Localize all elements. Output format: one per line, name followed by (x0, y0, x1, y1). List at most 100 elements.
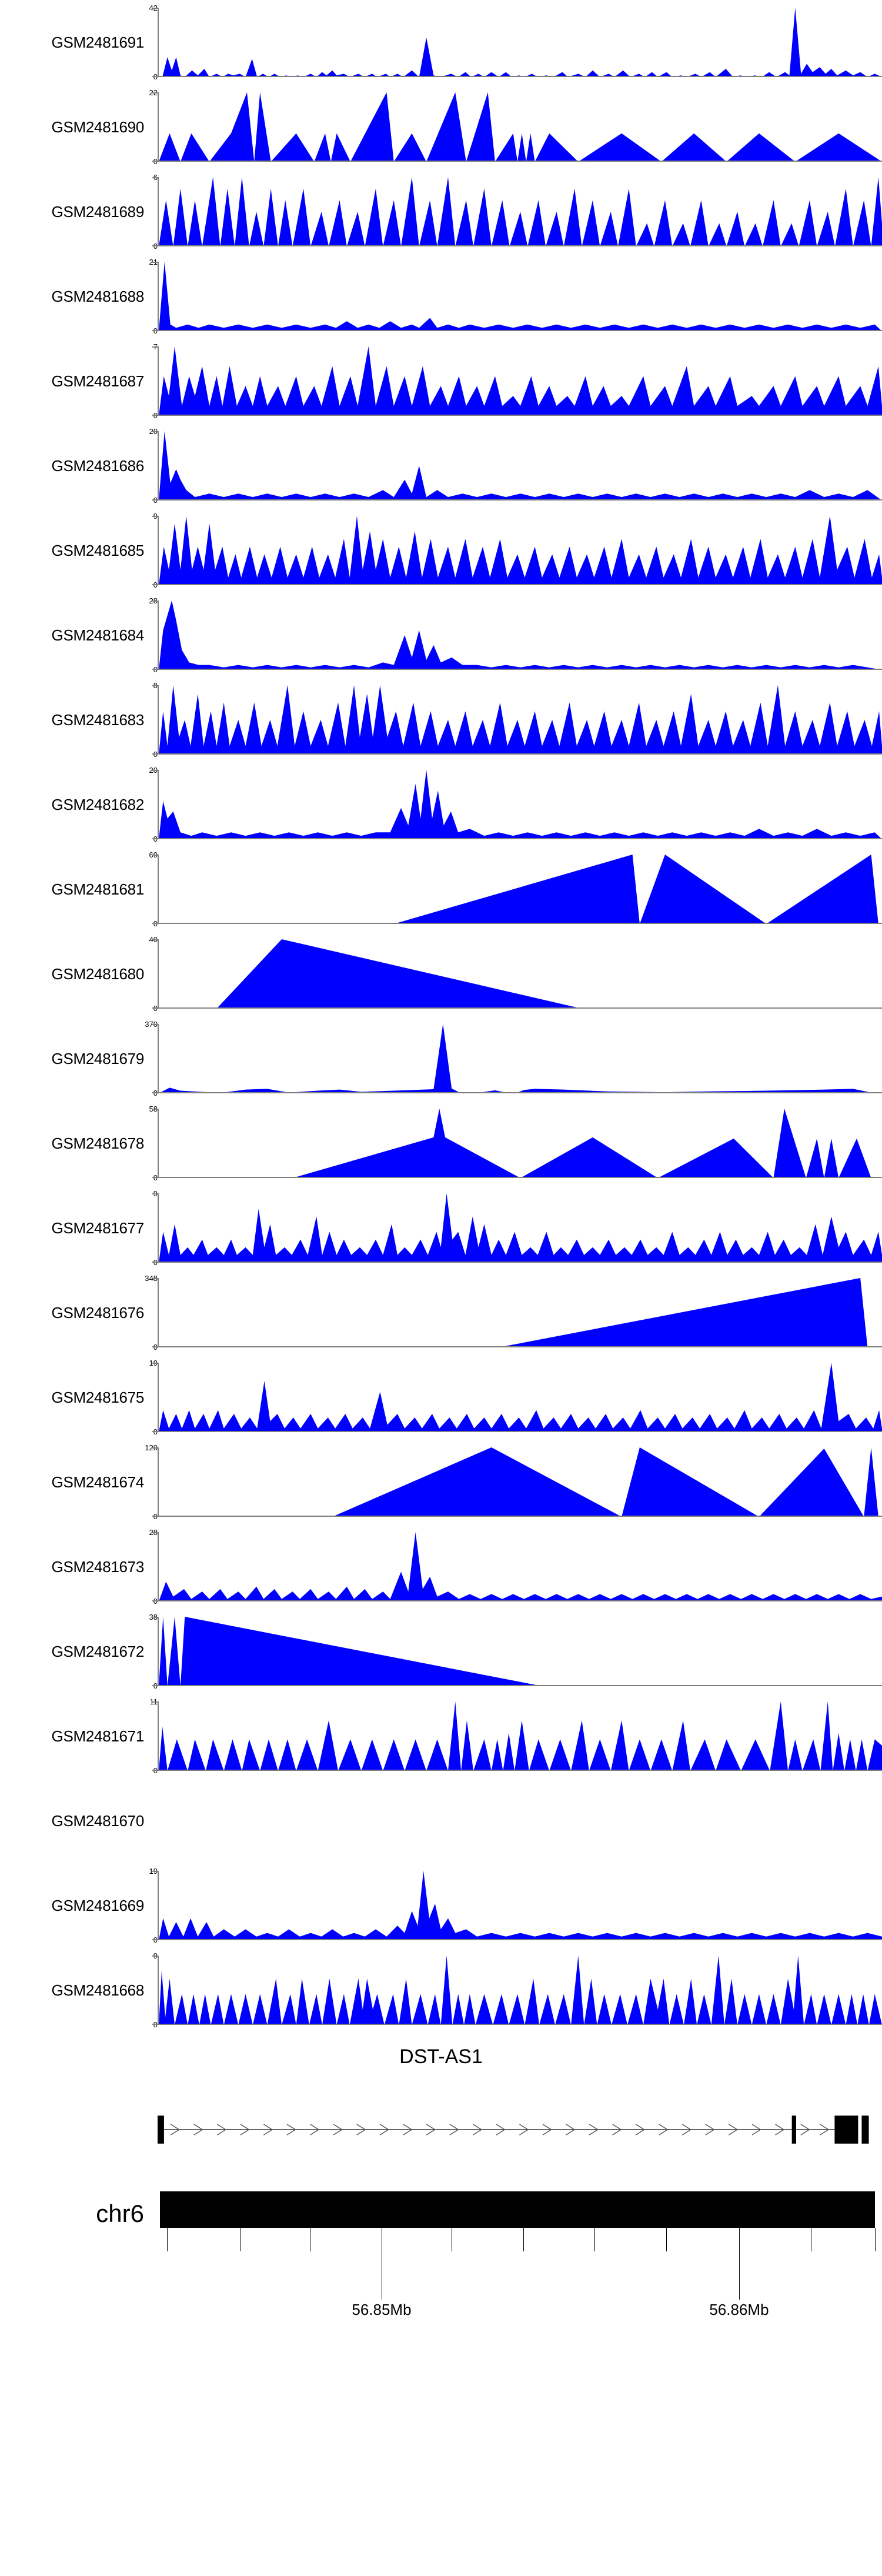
coverage-track[interactable]: GSM2481691420 (0, 0, 882, 85)
chromosome-tick (167, 2228, 168, 2251)
track-coverage-plot[interactable] (158, 1016, 882, 1101)
coverage-track[interactable]: GSM248168770 (0, 339, 882, 423)
chromosome-axis-section: chr6 56.85Mb 56.86Mb (0, 2180, 882, 2318)
coverage-track[interactable]: GSM24816741200 (0, 1440, 882, 1524)
track-sample-label: GSM2481679 (51, 1049, 145, 1067)
coverage-track[interactable]: GSM248168590 (0, 508, 882, 593)
track-y-axis-labels: 60 (122, 169, 158, 254)
track-sample-label: GSM2481683 (51, 710, 145, 729)
coverage-track[interactable]: GSM24816763480 (0, 1270, 882, 1355)
track-coverage-plot[interactable] (158, 1186, 882, 1270)
track-y-axis-labels: 3480 (122, 1270, 158, 1355)
track-y-axis-labels: 3700 (122, 1016, 158, 1101)
track-y-axis-labels: 280 (122, 1524, 158, 1609)
track-coverage-plot[interactable] (158, 932, 882, 1016)
track-coverage-plot[interactable] (158, 1609, 882, 1694)
track-sample-label: GSM2481686 (51, 456, 145, 475)
y-axis-max-value: 120 (145, 1443, 158, 1452)
track-sample-label: GSM2481682 (51, 795, 145, 813)
coverage-track[interactable]: GSM2481686200 (0, 423, 882, 508)
coverage-track[interactable]: GSM2481681690 (0, 847, 882, 932)
track-sample-label: GSM2481687 (51, 372, 145, 390)
track-sample-label: GSM2481680 (51, 965, 145, 983)
gene-annotation-section: DST-AS1 (0, 2033, 882, 2180)
coverage-track[interactable]: GSM2481688210 (0, 254, 882, 339)
y-axis-max-value: 348 (145, 1274, 158, 1283)
track-y-axis-labels: 190 (122, 1863, 158, 1948)
track-coverage-plot[interactable] (158, 339, 882, 423)
track-coverage-plot[interactable] (158, 1101, 882, 1186)
track-coverage-plot[interactable] (158, 1355, 882, 1440)
coverage-track[interactable]: GSM248166890 (0, 1948, 882, 2033)
track-coverage-plot[interactable] (158, 1694, 882, 1778)
track-sample-label: GSM2481669 (51, 1896, 145, 1914)
track-sample-label: GSM2481676 (51, 1303, 145, 1322)
track-sample-label: GSM2481678 (51, 1134, 145, 1152)
track-coverage-plot[interactable] (158, 1948, 882, 2033)
track-y-axis-labels: 110 (122, 1694, 158, 1778)
y-axis-max-value: 370 (145, 1020, 158, 1029)
coverage-track[interactable]: GSM248168380 (0, 678, 882, 762)
chromosome-ideogram-bar (160, 2191, 875, 2228)
coverage-track[interactable]: GSM2481672380 (0, 1609, 882, 1694)
chromosome-tick-leaders (160, 2228, 875, 2300)
gene-model[interactable] (158, 2109, 870, 2150)
coverage-track[interactable]: GSM24816793700 (0, 1016, 882, 1101)
track-y-axis-labels: 580 (122, 1101, 158, 1186)
coverage-track[interactable]: GSM2481675190 (0, 1355, 882, 1440)
coverage-track[interactable]: GSM2481684280 (0, 593, 882, 678)
track-sample-label: GSM2481689 (51, 202, 145, 221)
chromosome-label: chr6 (96, 2200, 144, 2227)
track-coverage-plot[interactable] (158, 1270, 882, 1355)
coverage-track[interactable]: GSM2481673280 (0, 1524, 882, 1609)
track-sample-label: GSM2481675 (51, 1388, 145, 1406)
coverage-track[interactable]: GSM248167790 (0, 1186, 882, 1270)
track-sample-label: GSM2481673 (51, 1557, 145, 1576)
chromosome-tick (594, 2228, 596, 2251)
coverage-track[interactable]: GSM248168960 (0, 169, 882, 254)
track-y-axis-labels: 400 (122, 932, 158, 1016)
track-coverage-plot[interactable] (158, 678, 882, 762)
chromosome-tick-labels: 56.85Mb 56.86Mb (160, 2301, 875, 2324)
track-coverage-plot[interactable] (158, 1524, 882, 1609)
coverage-track[interactable]: GSM2481678580 (0, 1101, 882, 1186)
gene-name-label: DST-AS1 (399, 2046, 483, 2068)
track-y-axis-labels: 690 (122, 847, 158, 932)
chromosome-tick-leader (739, 2228, 740, 2300)
track-y-axis-labels: 90 (122, 1186, 158, 1270)
track-y-axis-labels: 190 (122, 1355, 158, 1440)
coverage-track[interactable]: GSM2481669190 (0, 1863, 882, 1948)
track-y-axis-labels: 280 (122, 593, 158, 678)
track-coverage-plot[interactable] (158, 762, 882, 847)
track-coverage-plot[interactable] (158, 1863, 882, 1948)
track-coverage-plot[interactable] (158, 0, 882, 85)
coverage-track[interactable]: GSM2481671110 (0, 1694, 882, 1778)
track-coverage-plot[interactable] (158, 423, 882, 508)
chromosome-tick (523, 2228, 524, 2251)
track-coverage-plot[interactable] (158, 847, 882, 932)
coverage-track[interactable]: GSM2481682200 (0, 762, 882, 847)
track-y-axis-labels: 420 (122, 0, 158, 85)
track-coverage-plot[interactable] (158, 85, 882, 169)
track-coverage-plot[interactable] (158, 508, 882, 593)
track-y-axis-labels: 80 (122, 678, 158, 762)
track-y-axis-labels: 70 (122, 339, 158, 423)
track-coverage-plot[interactable] (158, 593, 882, 678)
track-sample-label: GSM2481690 (51, 118, 145, 136)
chromosome-tick (875, 2228, 876, 2251)
coverage-track[interactable]: GSM2481670 (0, 1778, 882, 1863)
track-coverage-plot[interactable] (158, 1440, 882, 1524)
track-coverage-plot[interactable] (158, 169, 882, 254)
chromosome-position-label: 56.85Mb (352, 2301, 412, 2318)
coverage-track[interactable]: GSM2481690220 (0, 85, 882, 169)
track-y-axis-labels: 90 (122, 1948, 158, 2033)
track-y-axis-labels: 220 (122, 85, 158, 169)
track-coverage-plot[interactable] (158, 254, 882, 339)
track-sample-label: GSM2481677 (51, 1219, 145, 1237)
coverage-track[interactable]: GSM2481680400 (0, 932, 882, 1016)
track-sample-label: GSM2481688 (51, 287, 145, 305)
track-sample-label: GSM2481672 (51, 1642, 145, 1660)
coverage-tracks-container: GSM2481691420GSM2481690220GSM248168960GS… (0, 0, 882, 2033)
track-sample-label: GSM2481691 (51, 33, 145, 51)
